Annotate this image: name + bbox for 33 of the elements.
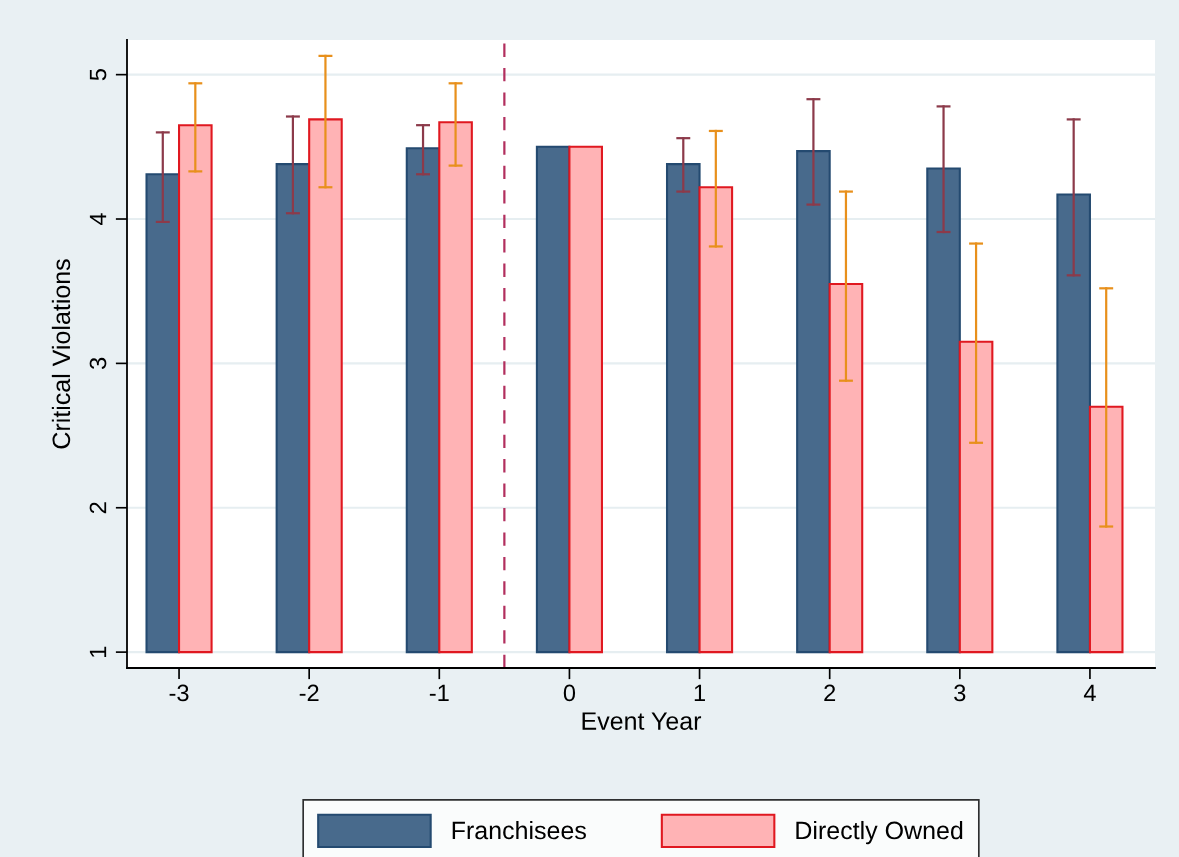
x-tick-label: -2	[299, 684, 319, 702]
x-tick-label: 0	[563, 684, 576, 702]
y-tick-label: 4	[89, 213, 107, 226]
x-tick-label: -3	[169, 684, 189, 702]
x-axis-title: Event Year	[582, 712, 702, 730]
bar	[698, 186, 734, 654]
y-axis-title: Critical Violations	[51, 259, 71, 449]
y-tick-label: 5	[89, 69, 107, 81]
legend-label: Franchisees	[452, 820, 586, 840]
x-tick-label: 4	[1083, 684, 1096, 702]
bar	[275, 163, 311, 654]
bar	[665, 163, 701, 654]
x-tick-label: 1	[694, 684, 705, 702]
y-tick-label: 3	[89, 357, 107, 370]
bar	[405, 147, 441, 654]
bar	[145, 173, 181, 654]
bar	[568, 145, 603, 654]
bar	[926, 167, 961, 654]
y-tick-label: 2	[89, 502, 107, 514]
bar	[178, 124, 213, 654]
bar	[1088, 405, 1124, 654]
x-tick-label: 3	[954, 684, 966, 702]
x-tick-label: 2	[824, 684, 836, 702]
bar	[958, 340, 994, 654]
bar	[438, 121, 473, 654]
x-tick-label: -1	[429, 684, 449, 702]
bar	[1056, 193, 1091, 654]
bar	[308, 118, 343, 654]
bar	[796, 150, 831, 654]
y-tick-label: 1	[89, 646, 107, 657]
legend-label: Directly Owned	[796, 820, 963, 845]
bar	[535, 145, 571, 654]
bar	[828, 282, 864, 654]
